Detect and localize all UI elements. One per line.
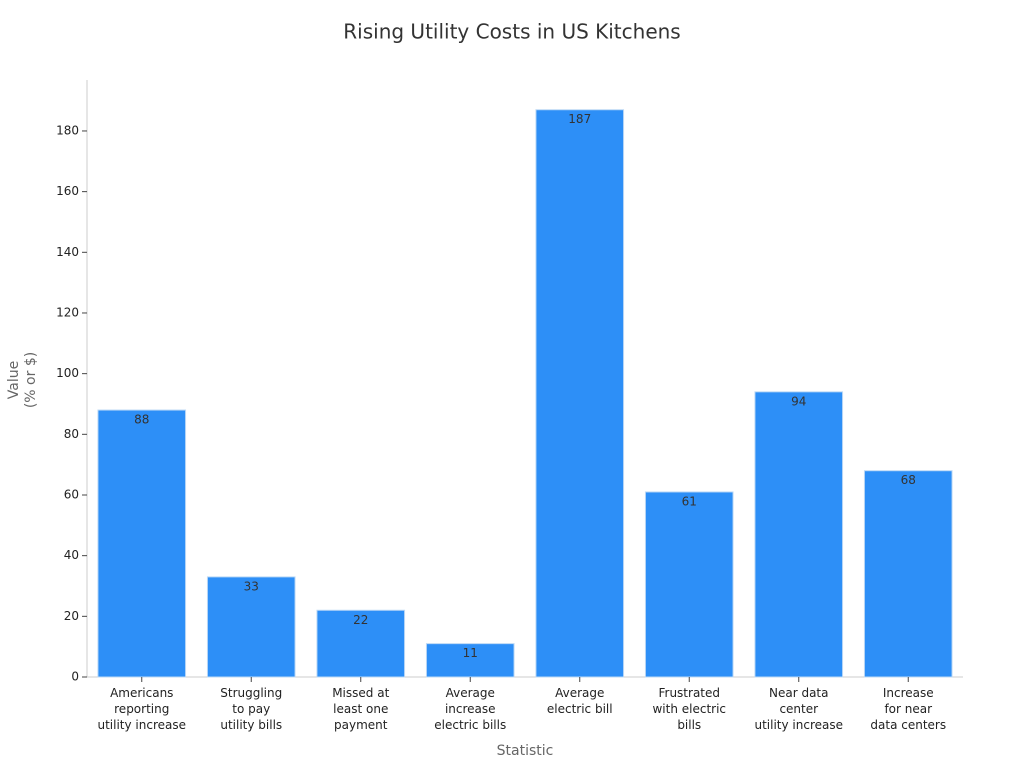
y-tick-label: 20 [64,609,79,623]
bar [97,409,187,678]
bar [644,491,734,678]
bar [316,609,406,678]
y-tick-label: 140 [56,245,79,259]
value-label: 94 [791,394,806,408]
x-tick-label: Average electric bill [547,686,613,716]
bar [535,109,625,678]
value-label: 187 [568,112,591,126]
value-label: 68 [901,473,916,487]
y-tick-label: 40 [64,548,79,562]
x-tick-label: Frustrated with electric bills [652,686,726,732]
y-tick-label: 100 [56,366,79,380]
x-tick-label: Americans reporting utility increase [97,686,186,732]
y-tick-label: 0 [71,670,79,684]
x-tick-label: Increase for near data centers [870,686,946,732]
chart-title: Rising Utility Costs in US Kitchens [343,20,680,44]
x-tick-label: Near data center utility increase [754,686,843,732]
value-label: 11 [463,646,478,660]
value-label: 61 [682,494,697,508]
bar [206,576,296,678]
y-tick-label: 180 [56,123,79,137]
value-label: 33 [244,579,259,593]
x-axis-title: Statistic [497,743,554,759]
x-tick-label: Struggling to pay utility bills [220,686,282,732]
y-axis-title: Value(% or $) [6,352,39,408]
x-tick-label: Average increase electric bills [434,686,506,732]
x-tick-label: Missed at least one payment [332,686,389,732]
y-tick-label: 60 [64,487,79,501]
y-tick-label: 120 [56,305,79,319]
value-label: 88 [134,413,149,427]
value-label: 22 [353,613,368,627]
bar [754,391,844,678]
y-tick-label: 160 [56,184,79,198]
y-tick-label: 80 [64,427,79,441]
bar [863,470,953,678]
bar [425,643,515,678]
